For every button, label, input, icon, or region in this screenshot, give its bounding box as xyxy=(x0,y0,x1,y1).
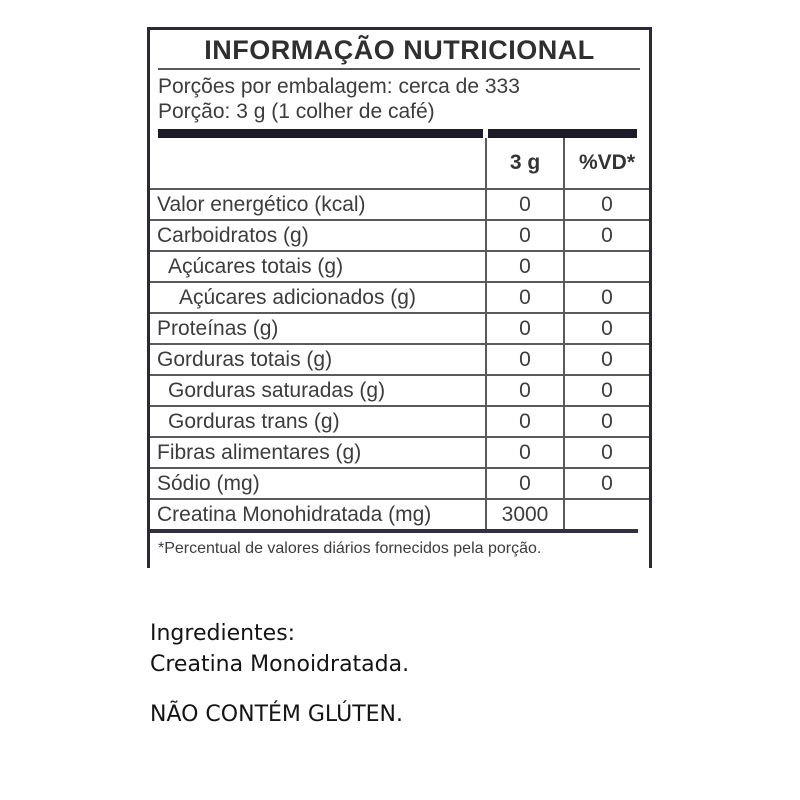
dv-footnote: *Percentual de valores diários fornecido… xyxy=(158,540,542,557)
nutrient-amount: 0 xyxy=(485,283,563,312)
nutrient-label: Creatina Monohidratada (mg) xyxy=(157,502,432,526)
nutrient-dv: 0 xyxy=(563,221,649,250)
nutrient-label: Açúcares adicionados (g) xyxy=(179,285,416,309)
thick-separator-bar xyxy=(158,129,637,138)
bottom-thick-rule xyxy=(150,529,638,533)
nutrient-amount: 0 xyxy=(485,314,563,343)
product-info-text: Ingredientes: Creatina Monoidratada. NÃO… xyxy=(150,618,409,730)
table-row: Açúcares adicionados (g) 0 0 xyxy=(150,281,649,312)
nutrient-label: Gorduras trans (g) xyxy=(168,409,340,433)
nutrient-dv: 0 xyxy=(563,438,649,467)
nutrient-rows: Valor energético (kcal) 0 0 Carboidratos… xyxy=(150,188,649,529)
nutrient-amount: 0 xyxy=(485,252,563,281)
table-row: Fibras alimentares (g) 0 0 xyxy=(150,436,649,467)
thick-bar-gap xyxy=(483,129,488,138)
nutrition-facts-panel: INFORMAÇÃO NUTRICIONAL Porções por embal… xyxy=(147,27,652,568)
table-row: Valor energético (kcal) 0 0 xyxy=(150,188,649,219)
nutrient-label: Sódio (mg) xyxy=(157,471,260,495)
nutrient-dv: 0 xyxy=(563,190,649,219)
nutrient-dv xyxy=(563,500,649,529)
nutrient-amount: 0 xyxy=(485,438,563,467)
thick-bar-segment xyxy=(158,129,483,138)
table-row: Gorduras trans (g) 0 0 xyxy=(150,405,649,436)
thick-bar-segment xyxy=(488,129,637,138)
nutrient-amount: 3000 xyxy=(485,500,563,529)
nutrient-dv xyxy=(563,252,649,281)
nutrient-amount: 0 xyxy=(485,190,563,219)
nutrient-amount: 0 xyxy=(485,407,563,436)
column-header-row: 3 g %VD* xyxy=(150,138,649,188)
table-row: Proteínas (g) 0 0 xyxy=(150,312,649,343)
ingredients-heading: Ingredientes: xyxy=(150,621,296,646)
nutrient-dv: 0 xyxy=(563,407,649,436)
table-row: Gorduras totais (g) 0 0 xyxy=(150,343,649,374)
nutrient-label: Gorduras saturadas (g) xyxy=(168,378,386,402)
nutrient-dv: 0 xyxy=(563,376,649,405)
table-row: Gorduras saturadas (g) 0 0 xyxy=(150,374,649,405)
serving-info: Porções por embalagem: cerca de 333 Porç… xyxy=(150,70,649,124)
nutrient-label: Valor energético (kcal) xyxy=(157,192,366,216)
portion-line: Porção: 3 g (1 colher de café) xyxy=(158,100,435,123)
title-divider xyxy=(158,68,640,70)
nutrient-dv: 0 xyxy=(563,345,649,374)
nutrient-dv: 0 xyxy=(563,469,649,498)
header-spacer xyxy=(150,138,485,188)
dv-column-header: %VD* xyxy=(563,138,649,188)
nutrient-dv: 0 xyxy=(563,314,649,343)
nutrient-amount: 0 xyxy=(485,376,563,405)
nutrient-amount: 0 xyxy=(485,345,563,374)
nutrition-table-title: INFORMAÇÃO NUTRICIONAL xyxy=(204,35,595,65)
nutrient-label: Gorduras totais (g) xyxy=(157,347,333,371)
ingredients-value: Creatina Monoidratada. xyxy=(150,652,410,677)
nutrient-amount: 0 xyxy=(485,221,563,250)
nutrient-label: Fibras alimentares (g) xyxy=(157,440,362,464)
amount-column-header: 3 g xyxy=(485,138,563,188)
table-row: Açúcares totais (g) 0 xyxy=(150,250,649,281)
nutrient-dv: 0 xyxy=(563,283,649,312)
nutrient-label: Açúcares totais (g) xyxy=(168,254,344,278)
nutrient-amount: 0 xyxy=(485,469,563,498)
gluten-notice: NÃO CONTÉM GLÚTEN. xyxy=(150,702,403,727)
nutrient-label: Carboidratos (g) xyxy=(157,223,309,247)
table-row: Carboidratos (g) 0 0 xyxy=(150,219,649,250)
table-row: Sódio (mg) 0 0 xyxy=(150,467,649,498)
table-row: Creatina Monohidratada (mg) 3000 xyxy=(150,498,649,529)
servings-per-package-line: Porções por embalagem: cerca de 333 xyxy=(158,75,520,98)
nutrient-label: Proteínas (g) xyxy=(157,316,279,340)
